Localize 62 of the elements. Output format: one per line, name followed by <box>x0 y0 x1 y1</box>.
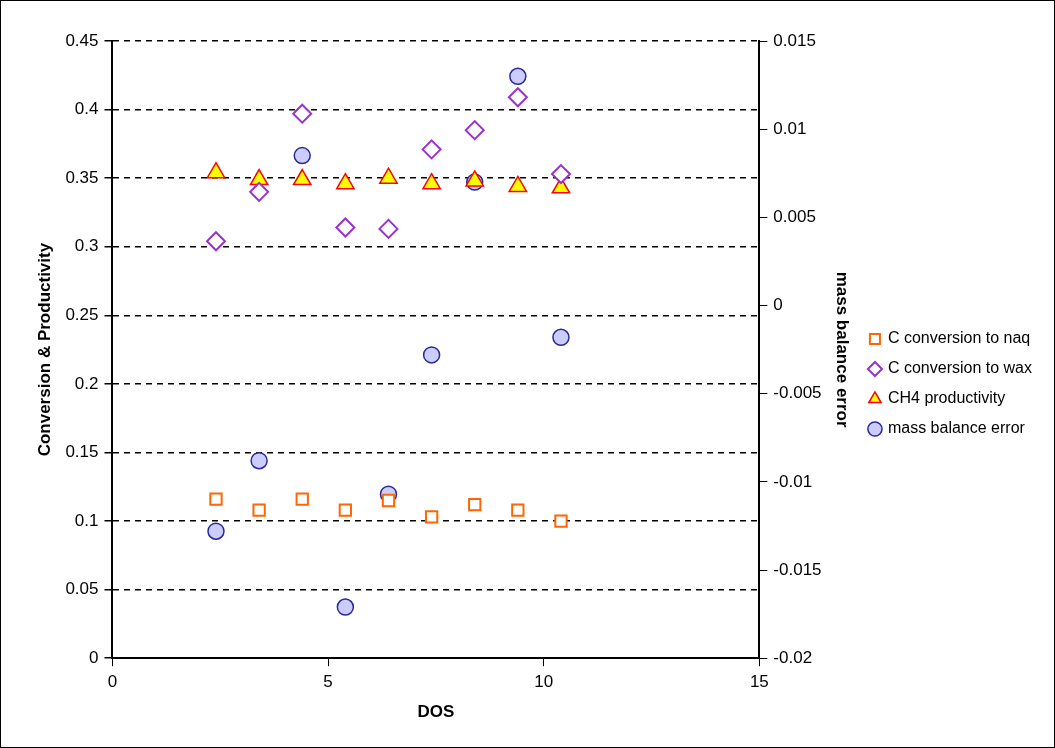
point <box>205 231 226 252</box>
point <box>381 493 396 508</box>
y-tick-label: 0.2 <box>74 373 99 393</box>
point <box>338 503 353 517</box>
point <box>468 497 482 512</box>
point <box>508 175 528 193</box>
x-tick-label: 10 <box>534 672 554 692</box>
x-tick-label: 15 <box>749 672 769 692</box>
y2-tick-label: -0.005 <box>773 383 822 403</box>
point <box>509 67 527 86</box>
point <box>209 492 223 506</box>
point <box>550 164 571 185</box>
y2-tick-label: -0.01 <box>773 471 813 491</box>
point <box>422 172 442 190</box>
point <box>295 492 309 506</box>
y-tick-label: 0.05 <box>65 579 99 599</box>
point <box>252 503 266 517</box>
point <box>250 451 268 470</box>
point <box>336 598 355 616</box>
point <box>421 139 442 160</box>
y-tick-label: 0.35 <box>65 167 99 187</box>
legend-label: C conversion to wax <box>887 359 1032 377</box>
x-tick-label: 0 <box>107 672 118 692</box>
y-tick-label: 0.25 <box>65 305 99 324</box>
point <box>511 503 525 517</box>
point <box>552 328 570 347</box>
y2-tick-label: 0 <box>773 295 783 315</box>
x-axis-title: DOS <box>417 702 455 722</box>
y-axis-title: Conversion & Productivity <box>34 242 54 457</box>
legend-label: CH4 productivity <box>887 389 1006 407</box>
point <box>465 170 485 187</box>
point <box>335 172 355 190</box>
y2-tick-label: 0.005 <box>773 207 816 227</box>
y-tick-label: 0 <box>89 647 99 667</box>
y2-axis-title: mass balance error <box>833 271 853 428</box>
point <box>249 181 270 202</box>
point <box>554 514 568 528</box>
point <box>249 168 269 186</box>
y-tick-label: 0.15 <box>65 442 99 462</box>
point <box>293 146 311 165</box>
y-tick-label: 0.4 <box>74 99 99 119</box>
point <box>379 167 398 184</box>
y2-tick-label: 0.01 <box>773 118 807 138</box>
legend-label: mass balance error <box>887 419 1026 437</box>
legend-label: C conversion to naq <box>887 329 1031 347</box>
x-tick-label: 5 <box>323 672 333 692</box>
y-tick-label: 0.1 <box>74 510 99 530</box>
y2-tick-label: -0.015 <box>773 559 822 579</box>
point <box>424 510 439 524</box>
point <box>292 168 312 186</box>
point <box>292 103 313 124</box>
y-tick-label: 0.45 <box>65 30 99 50</box>
point <box>464 120 485 141</box>
point <box>207 522 225 540</box>
point <box>378 218 399 239</box>
y2-tick-label: -0.02 <box>773 647 813 667</box>
point <box>422 346 441 364</box>
y2-tick-label: 0.015 <box>773 30 816 50</box>
point <box>335 217 356 238</box>
y-tick-label: 0.3 <box>74 236 99 256</box>
point <box>206 161 226 179</box>
point <box>507 87 528 108</box>
